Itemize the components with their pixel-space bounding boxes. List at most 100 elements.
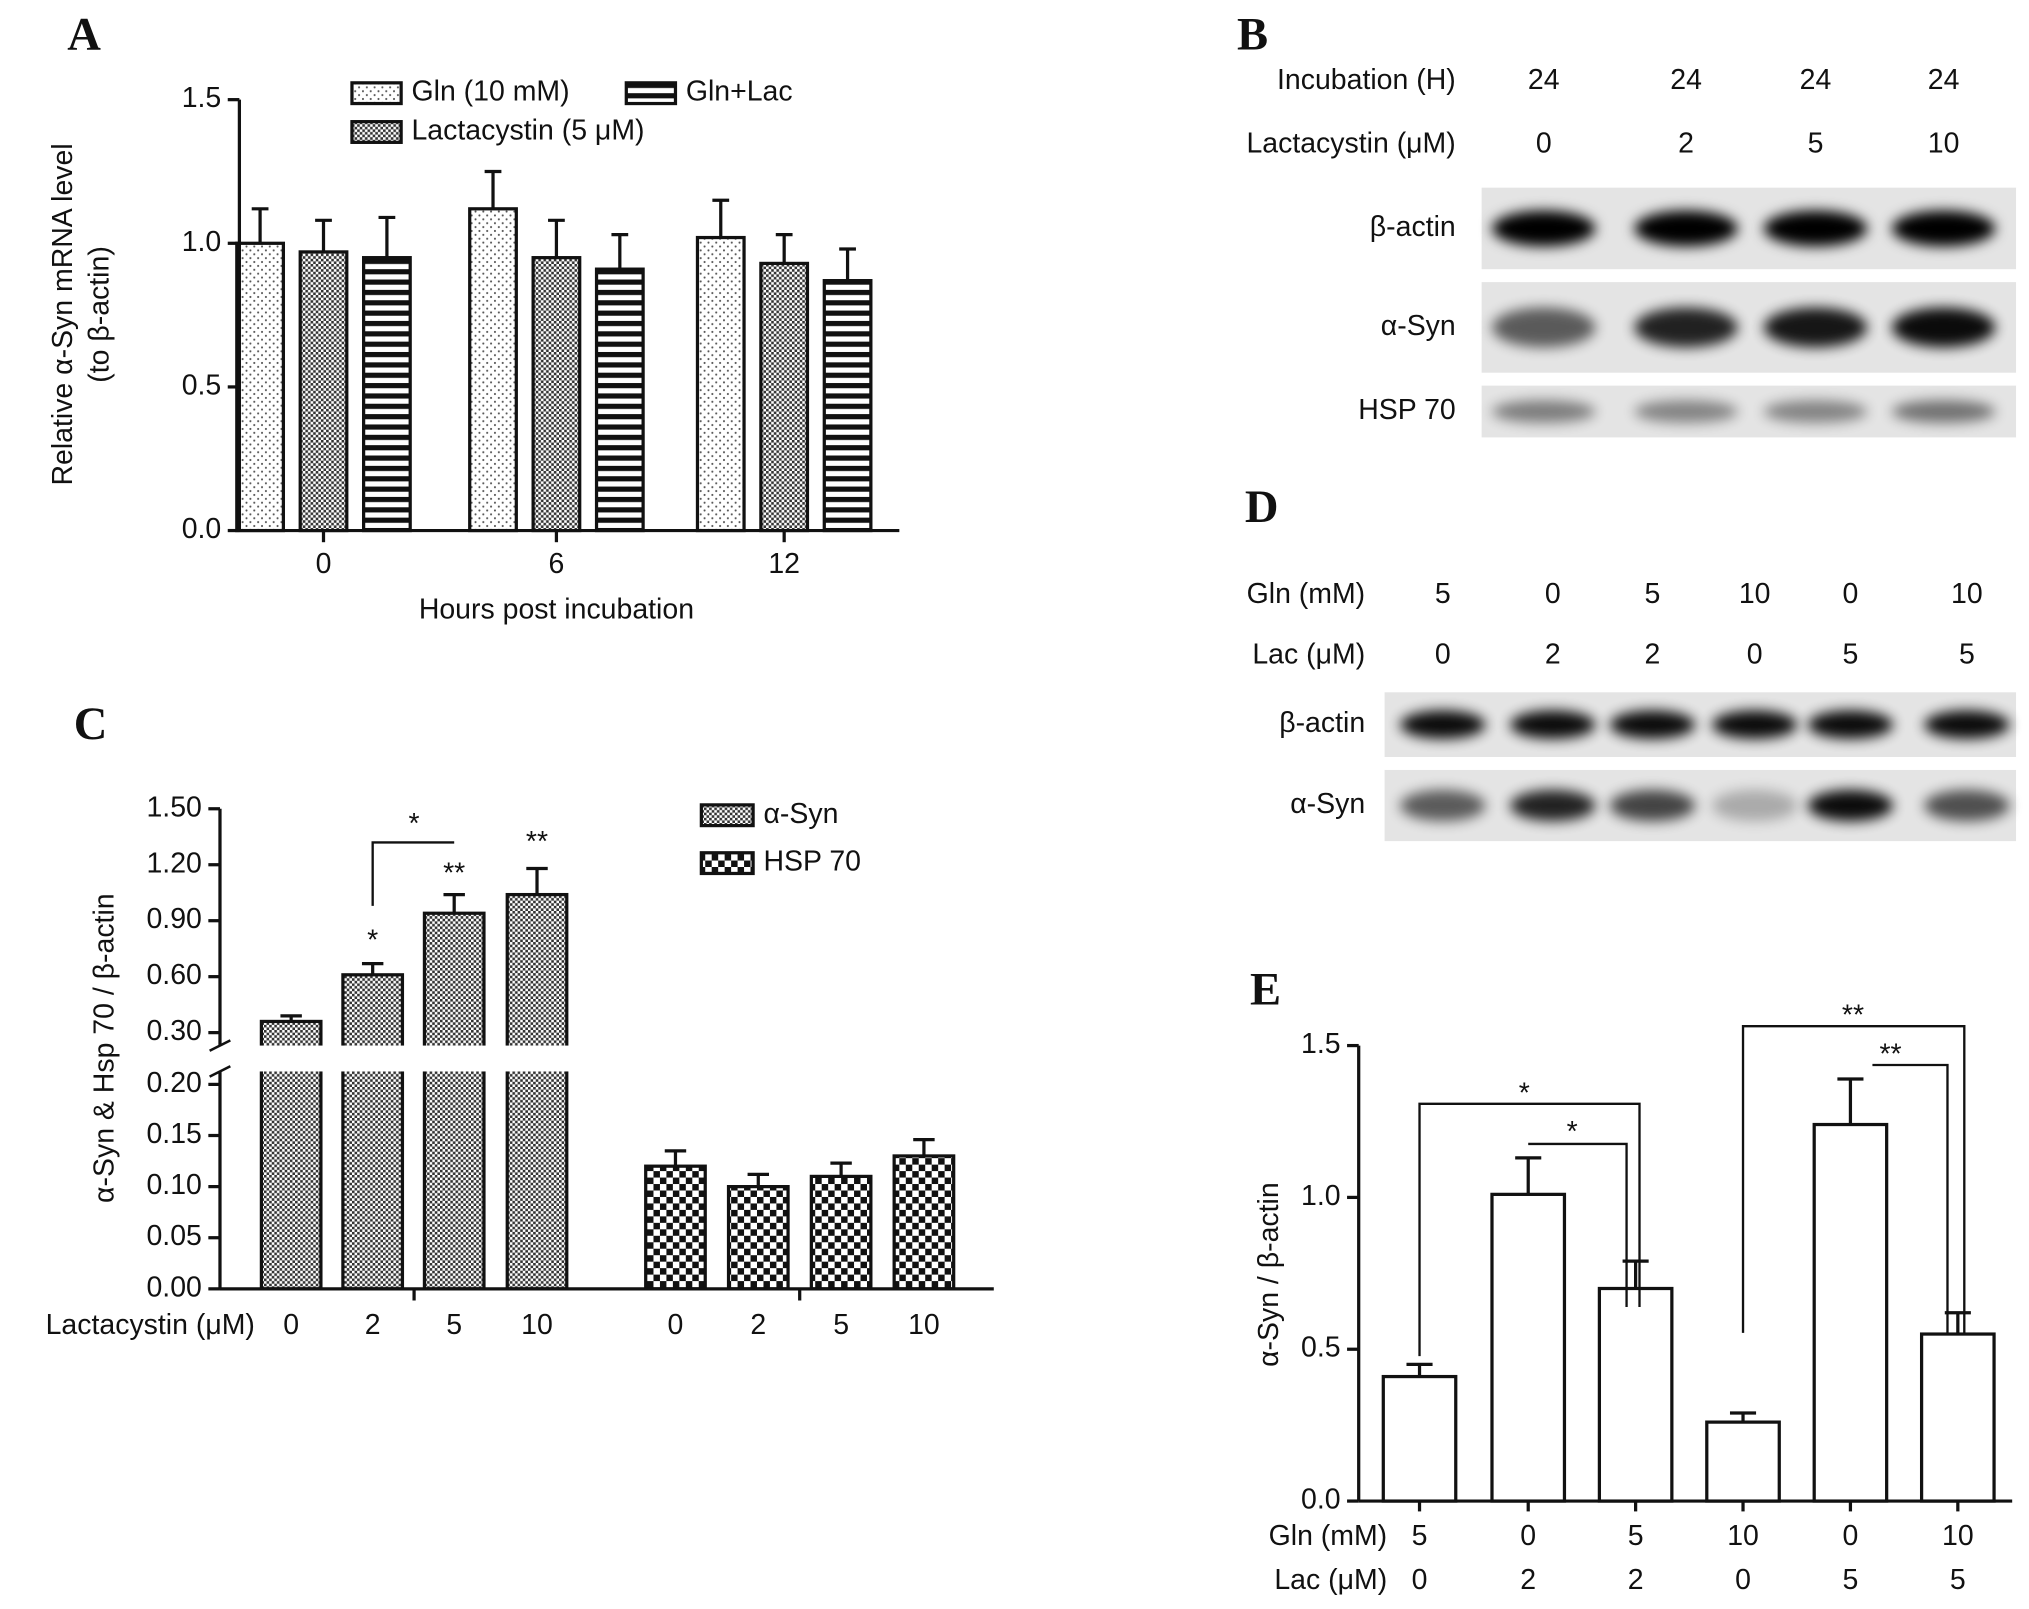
blot-row-label: Incubation (H) [1277,64,1456,96]
blot-band [1609,789,1696,822]
legend-label: Gln+Lac [686,76,793,108]
blot-band [1763,400,1868,423]
x-tick-label: 2 [1520,1564,1536,1596]
y-tick-label: 1.20 [146,847,201,879]
blot-band-label: α-Syn [1290,788,1365,820]
significance: ** [1842,1000,1864,1032]
blot-band [1634,307,1738,348]
blot-lane-label: 5 [1435,578,1451,610]
blot-band [1400,710,1486,739]
x-tick-label: 2 [1628,1564,1644,1596]
blot-band [1711,710,1798,739]
blot-band-label: β-actin [1370,211,1456,243]
blot-lane-label: 2 [1678,127,1694,159]
panel-letter: E [1250,964,1281,1016]
blot-lane-label: 24 [1670,64,1702,96]
legend-label: Lactacystin (5 μM) [411,115,644,147]
x-tick-label: 10 [1942,1520,1974,1552]
y-tick-label: 1.50 [146,791,201,823]
y-tick-label: 0.5 [1301,1332,1341,1364]
y-axis-label: α-Syn & Hsp 70 / β-actin [89,893,121,1203]
y-tick-label: 0.30 [146,1015,201,1047]
x-tick-label: 5 [446,1309,462,1341]
bar [726,1185,790,1291]
bar [298,250,349,533]
legend-swatch [350,120,403,144]
y-axis-label: Relative α-Syn mRNA level [47,143,79,485]
blot-band [1510,789,1596,822]
x-tick-label: 5 [1950,1564,1966,1596]
blot-lane-label: 24 [1528,64,1560,96]
blot-row-label: Gln (mM) [1247,578,1366,610]
x-tick-label: 10 [908,1309,940,1341]
blot-lane-label: 0 [1545,578,1561,610]
y-tick-label: 1.5 [1301,1028,1341,1060]
significance: * [367,925,378,957]
blot-lane-label: 0 [1536,127,1552,159]
y-tick-label: 1.0 [1301,1180,1341,1212]
blot-lane-label: 5 [1645,578,1661,610]
blot-lane-label: 10 [1928,127,1960,159]
bar [235,241,286,533]
panel-letter: C [74,698,108,750]
blot-lane-label: 2 [1645,639,1661,671]
legend-swatch [350,81,403,106]
blot-row-label: Lactacystin (μM) [1246,127,1455,159]
blot-lane-label: 5 [1808,127,1824,159]
blot-row-label: Lac (μM) [1252,639,1365,671]
bar [1812,1122,1889,1503]
significance: ** [526,826,548,858]
bar [422,911,486,1291]
blot-lane-label: 5 [1843,639,1859,671]
blot-lane-label: 0 [1747,639,1763,671]
blot-lane-label: 5 [1959,639,1975,671]
axis-break-gap [194,1045,1007,1072]
bar [1919,1332,1996,1503]
blot-band [1924,789,2010,822]
bar [1597,1286,1674,1503]
blot-strip [1384,769,2017,842]
y-axis-label: α-Syn / β-actin [1253,1182,1285,1367]
significance: ** [443,857,465,889]
significance: * [1519,1077,1530,1109]
blot-band [1634,400,1738,423]
panel-letter: B [1237,9,1268,61]
blot-band [1763,210,1868,247]
blot-band [1891,307,1996,348]
blot-lane-label: 0 [1843,578,1859,610]
blot-band [1711,789,1798,822]
x-tick-label: 0 [668,1309,684,1341]
y-tick-label: 1.5 [182,82,222,114]
x-tick-label: 5 [1628,1520,1644,1552]
axis-break [209,1039,231,1052]
y-tick-label: 0.0 [1301,1484,1341,1516]
x-tick-label: 0 [1735,1564,1751,1596]
blot-lane-label: 2 [1545,639,1561,671]
x-tick-label: 6 [549,548,565,580]
x-tick-label: 10 [521,1309,553,1341]
legend-swatch [699,803,755,828]
x-row-label: Gln (mM) [1269,1520,1388,1552]
bracket [1872,1063,1949,1333]
legend-label: Gln (10 mM) [411,76,569,108]
x-tick-label: 5 [1412,1520,1428,1552]
significance: * [1567,1116,1578,1148]
x-tick-label: 0 [283,1309,299,1341]
bar [695,235,746,533]
blot-band [1807,789,1894,822]
legend-label: HSP 70 [763,846,861,878]
bar [594,267,645,533]
x-tick-label: 5 [1843,1564,1859,1596]
bar [644,1164,707,1291]
blot-band [1763,307,1868,348]
significance: ** [1879,1038,1901,1070]
blot-lane-label: 0 [1435,639,1451,671]
bar [1705,1420,1781,1503]
blot-band [1891,210,1996,247]
bracket [1418,1102,1641,1357]
y-tick-label: 0.00 [146,1271,201,1303]
bracket [1528,1142,1628,1307]
x-row-label: Lac (μM) [1274,1564,1387,1596]
y-tick-label: 0.05 [146,1220,201,1252]
